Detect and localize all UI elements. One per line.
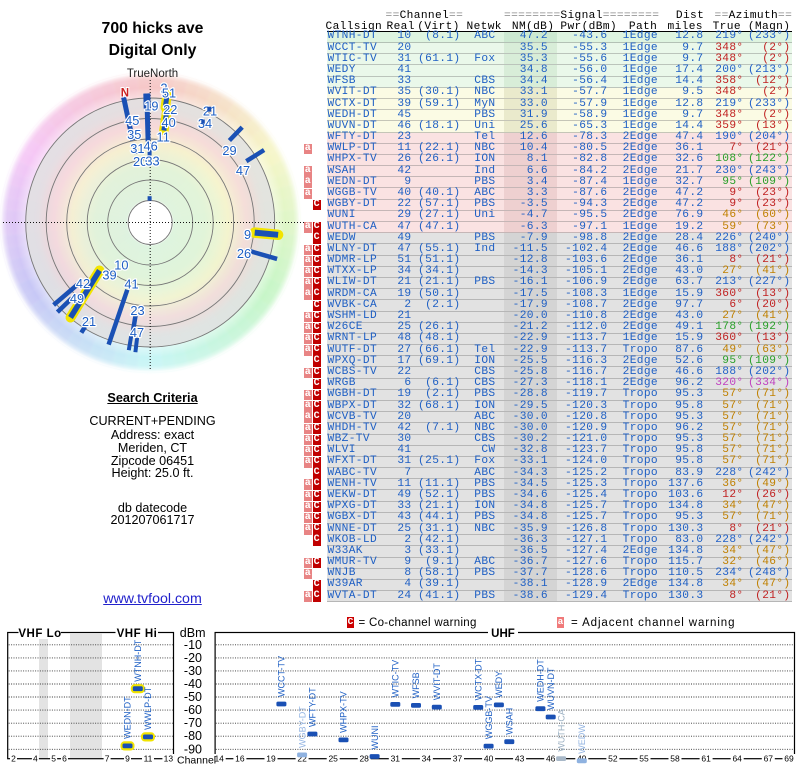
svg-text:46: 46 xyxy=(143,139,157,154)
svg-text:52: 52 xyxy=(608,754,618,764)
svg-text:10: 10 xyxy=(114,258,128,273)
svg-text:47: 47 xyxy=(236,163,250,178)
svg-text:19: 19 xyxy=(266,754,276,764)
svg-text:4: 4 xyxy=(33,754,38,764)
svg-text:WFTY-DT: WFTY-DT xyxy=(308,687,318,727)
svg-text:21: 21 xyxy=(82,314,96,329)
svg-text:23: 23 xyxy=(130,303,144,318)
svg-text:31: 31 xyxy=(391,754,401,764)
svg-text:69: 69 xyxy=(784,754,794,764)
svg-text:22: 22 xyxy=(297,754,307,764)
svg-text:UHF: UHF xyxy=(491,628,515,640)
svg-text:51: 51 xyxy=(162,85,176,100)
svg-text:WGBY-DT: WGBY-DT xyxy=(297,706,307,748)
svg-text:WWLP-DT: WWLP-DT xyxy=(143,686,153,729)
svg-text:46: 46 xyxy=(546,754,556,764)
svg-text:40: 40 xyxy=(161,115,175,130)
svg-text:6: 6 xyxy=(62,754,67,764)
svg-text:N: N xyxy=(121,88,129,100)
svg-text:45: 45 xyxy=(125,113,139,128)
svg-text:28: 28 xyxy=(359,754,369,764)
svg-text:39: 39 xyxy=(102,268,116,283)
svg-text:35: 35 xyxy=(127,127,141,142)
svg-text:34: 34 xyxy=(422,754,432,764)
svg-text:VHF Hi: VHF Hi xyxy=(117,628,158,640)
svg-text:58: 58 xyxy=(670,754,680,764)
svg-text:13: 13 xyxy=(164,754,174,764)
svg-text:2: 2 xyxy=(160,81,167,96)
svg-text:-20: -20 xyxy=(184,651,202,665)
svg-text:64: 64 xyxy=(732,754,742,764)
svg-text:-90: -90 xyxy=(184,742,202,756)
svg-text:29: 29 xyxy=(222,143,236,158)
svg-text:-40: -40 xyxy=(184,677,202,691)
svg-text:26: 26 xyxy=(237,246,251,261)
svg-text:31: 31 xyxy=(130,141,144,156)
svg-text:47: 47 xyxy=(130,325,144,340)
svg-text:37: 37 xyxy=(453,754,463,764)
svg-text:41: 41 xyxy=(124,277,138,292)
svg-text:61: 61 xyxy=(701,754,711,764)
svg-text:25: 25 xyxy=(328,754,338,764)
svg-text:WUNI: WUNI xyxy=(370,726,380,750)
svg-text:WEDY: WEDY xyxy=(494,671,504,698)
svg-text:WCCT-TV: WCCT-TV xyxy=(277,656,287,697)
svg-text:WEDH-DT: WEDH-DT xyxy=(536,659,546,702)
svg-text:5: 5 xyxy=(51,754,56,764)
svg-text:VHF Lo: VHF Lo xyxy=(18,628,61,640)
svg-text:-80: -80 xyxy=(184,729,202,743)
svg-text:40: 40 xyxy=(484,754,494,764)
svg-text:-10: -10 xyxy=(184,638,202,652)
svg-text:67: 67 xyxy=(764,754,774,764)
svg-text:14: 14 xyxy=(214,754,224,764)
svg-text:WHPX-TV: WHPX-TV xyxy=(339,691,349,733)
svg-text:-50: -50 xyxy=(184,690,202,704)
svg-text:WSAH: WSAH xyxy=(505,708,515,735)
svg-text:-60: -60 xyxy=(184,703,202,717)
svg-text:55: 55 xyxy=(639,754,649,764)
svg-text:WUTH-CA: WUTH-CA xyxy=(556,709,566,752)
svg-text:49: 49 xyxy=(70,291,84,306)
svg-text:11: 11 xyxy=(157,130,170,145)
svg-text:-30: -30 xyxy=(184,664,202,678)
svg-text:33: 33 xyxy=(145,153,159,168)
svg-text:-70: -70 xyxy=(184,716,202,730)
svg-text:9: 9 xyxy=(125,754,130,764)
svg-text:2: 2 xyxy=(11,754,16,764)
svg-text:WEDN-DT: WEDN-DT xyxy=(123,696,133,739)
svg-text:16: 16 xyxy=(235,754,245,764)
svg-text:WCTX-DT: WCTX-DT xyxy=(473,658,483,700)
svg-text:42: 42 xyxy=(76,276,90,291)
svg-text:WEDW: WEDW xyxy=(577,724,587,754)
svg-text:WFSB: WFSB xyxy=(411,672,421,698)
svg-text:20: 20 xyxy=(133,154,147,169)
svg-text:WTNH-DT: WTNH-DT xyxy=(133,639,143,681)
svg-text:WGGB-TV: WGGB-TV xyxy=(484,696,494,739)
svg-text:dBm: dBm xyxy=(180,626,206,640)
svg-text:22: 22 xyxy=(163,102,177,117)
svg-text:9: 9 xyxy=(244,227,251,242)
svg-text:19: 19 xyxy=(144,99,158,114)
svg-text:WUVN-DT: WUVN-DT xyxy=(546,667,556,710)
svg-text:WVIT-DT: WVIT-DT xyxy=(432,663,442,700)
svg-text:7: 7 xyxy=(105,754,110,764)
svg-text:WTIC-TV: WTIC-TV xyxy=(391,660,401,698)
svg-text:43: 43 xyxy=(515,754,525,764)
svg-text:Channel: Channel xyxy=(177,755,216,767)
svg-text:11: 11 xyxy=(144,754,153,764)
